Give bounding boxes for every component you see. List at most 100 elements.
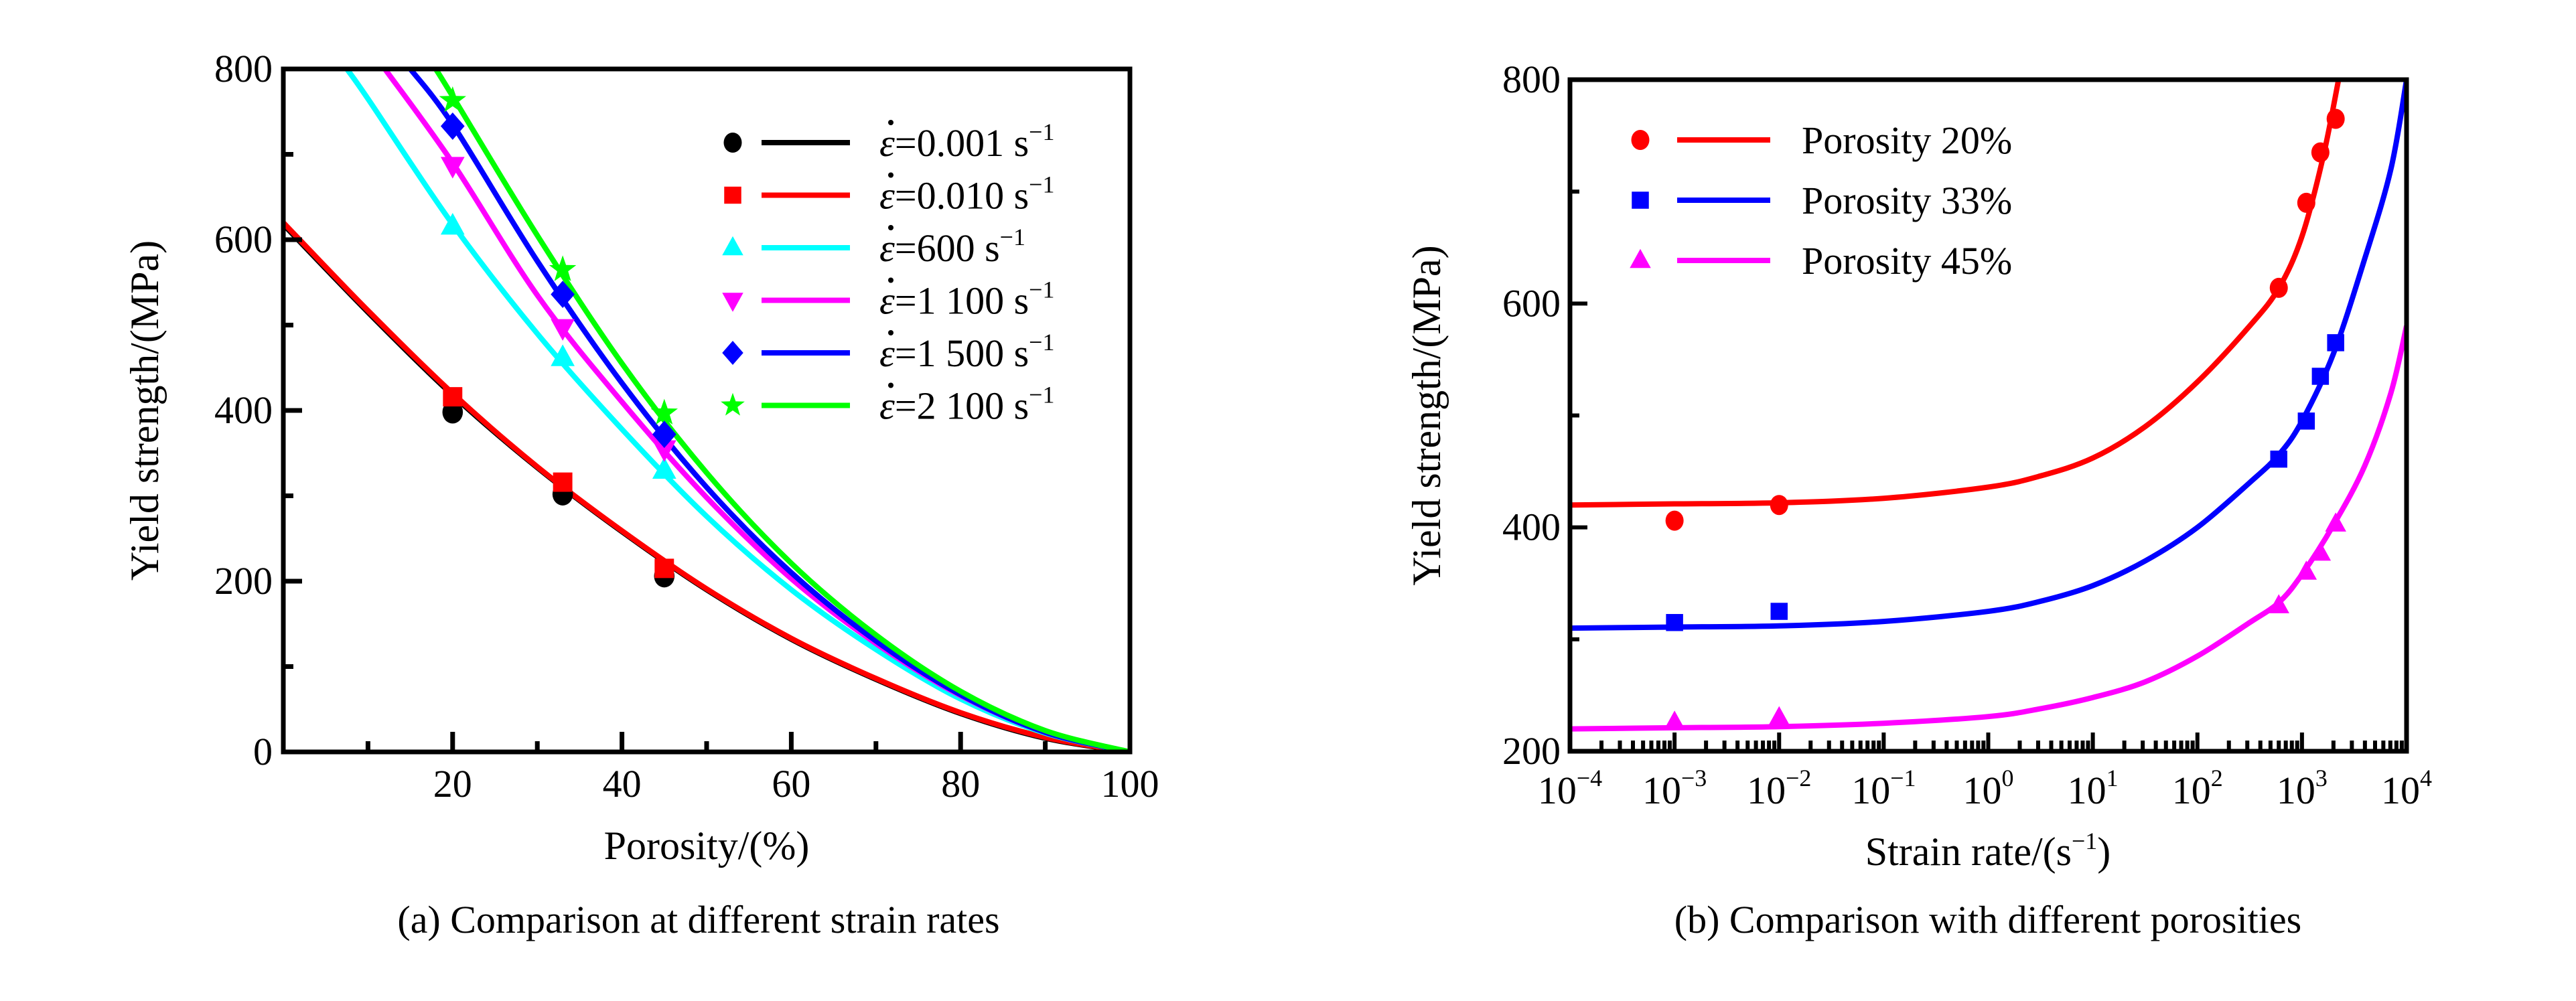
legend-marker <box>1630 248 1651 268</box>
x-axis-label-suffix: ) <box>2097 830 2110 874</box>
legend-item: ε=1 500 s−1 <box>722 329 1054 375</box>
tick-base: 10 <box>1963 769 2002 812</box>
data-point-series-0-1 <box>1770 495 1788 516</box>
data-point-series-0-0 <box>1665 510 1684 531</box>
legend-label: Porosity 33% <box>1802 179 2012 222</box>
y-axis-label: Yield strength/(MPa) <box>1405 245 1449 585</box>
tick-exponent: −4 <box>1577 765 1602 791</box>
data-point-series-4-2 <box>652 420 676 449</box>
legend-superscript: −1 <box>1029 382 1054 408</box>
legend-value: =1 500 s <box>895 331 1029 375</box>
legend-item: Porosity 33% <box>1632 179 2012 222</box>
legend-marker <box>1631 130 1650 150</box>
legend-item: ε=600 s−1 <box>722 224 1025 270</box>
legend-marker <box>723 133 742 153</box>
axis-tick-labels: 20 40 60 80 100 0 200 400 600 800 <box>214 47 1159 805</box>
legend-value: =1 100 s <box>895 279 1029 323</box>
x-axis-label-superscript: −1 <box>2072 828 2097 854</box>
legend-label: ε=1 100 s−1 <box>879 277 1054 323</box>
x-tick-label: 20 <box>433 762 472 805</box>
legend-item: ε=2 100 s−1 <box>721 382 1054 428</box>
data-point-series-5-0 <box>439 86 467 112</box>
legend-label: ε=1 500 s−1 <box>879 329 1054 375</box>
y-tick-label: 800 <box>214 47 273 90</box>
y-tick-label: 400 <box>214 388 273 432</box>
panel-a-porosity-chart: 20 40 60 80 100 0 200 400 600 800 Porosity/(%) Yi… <box>123 47 1159 941</box>
legend-value: =0.001 s <box>895 121 1029 165</box>
data-point-series-2-4 <box>2309 541 2332 561</box>
legend-marker <box>722 236 743 256</box>
y-axis-label: Yield strength/(MPa) <box>123 240 167 581</box>
legend-epsilon: ε <box>879 226 895 270</box>
panel-caption: (b) Comparison with different porosities <box>1674 898 2301 941</box>
x-axis-label-text: Strain rate/(s <box>1865 830 2072 874</box>
y-tick-label: 600 <box>214 218 273 261</box>
legend-label: Porosity 45% <box>1802 239 2012 283</box>
data-point-series-1-1 <box>1770 603 1788 620</box>
epsilon-dot-icon <box>888 172 893 178</box>
x-tick-label: 100 <box>1101 762 1159 805</box>
data-point-series-0-4 <box>2311 142 2330 163</box>
legend-value: =600 s <box>895 226 1000 270</box>
x-tick-label: 80 <box>941 762 980 805</box>
legend-label: ε=2 100 s−1 <box>879 382 1054 428</box>
y-tick-label: 0 <box>253 730 273 773</box>
data-point-series-1-0 <box>443 387 463 407</box>
legend-marker <box>721 392 745 416</box>
legend-marker <box>722 341 743 365</box>
legend-marker <box>724 186 741 204</box>
legend-superscript: −1 <box>1000 224 1025 250</box>
x-axis-label: Strain rate/(s−1) <box>1865 828 2111 874</box>
x-tick-label: 60 <box>772 762 810 805</box>
legend-superscript: −1 <box>1029 171 1054 198</box>
x-tick-label: 103 <box>2277 765 2328 812</box>
axis-ticks <box>1568 78 2409 753</box>
tick-exponent: −2 <box>1786 765 1811 791</box>
legend-epsilon: ε <box>879 279 895 323</box>
tick-exponent: 4 <box>2420 765 2432 791</box>
series-curve-1 <box>283 220 1130 752</box>
tick-exponent: 0 <box>2002 765 2014 791</box>
tick-base: 10 <box>1747 769 1786 812</box>
y-tick-label: 800 <box>1502 58 1561 101</box>
tick-base: 10 <box>2277 769 2315 812</box>
x-tick-label: 102 <box>2172 765 2223 812</box>
data-point-series-1-2 <box>654 558 674 579</box>
data-point-series-1-0 <box>1666 614 1683 631</box>
legend-epsilon: ε <box>879 384 895 428</box>
tick-exponent: −1 <box>1890 765 1916 791</box>
legend-item: Porosity 20% <box>1631 119 2012 162</box>
y-tick-label: 200 <box>214 559 273 603</box>
panel-b-strain-rate-chart: 10−4 10−3 10−2 10−1 100 101 102 103 104200400600… <box>1405 58 2432 941</box>
x-tick-label: 101 <box>2068 765 2119 812</box>
data-point-series-1-2 <box>2270 450 2287 468</box>
data-point-series-4-0 <box>440 112 465 140</box>
legend-label: ε=600 s−1 <box>879 224 1025 270</box>
tick-exponent: 3 <box>2315 765 2328 791</box>
data-point-series-0-2 <box>2269 277 2288 298</box>
data-point-series-0-5 <box>2326 108 2345 129</box>
epsilon-dot-icon <box>888 277 893 283</box>
data-point-series-2-3 <box>2295 560 2317 580</box>
x-tick-label: 10−4 <box>1538 765 1602 812</box>
tick-base: 10 <box>1538 769 1577 812</box>
legend-value: =2 100 s <box>895 384 1029 428</box>
epsilon-dot-icon <box>888 225 893 230</box>
data-point-series-2-5 <box>2325 512 2346 532</box>
legend-superscript: −1 <box>1029 277 1054 303</box>
data-point-series-5-1 <box>549 255 577 281</box>
y-tick-label: 200 <box>1502 729 1561 773</box>
tick-exponent: 1 <box>2106 765 2119 791</box>
legend-item: ε=0.010 s−1 <box>724 171 1054 218</box>
legend-label: ε=0.010 s−1 <box>879 171 1054 218</box>
tick-exponent: −3 <box>1681 765 1707 791</box>
x-tick-label: 10−2 <box>1747 765 1811 812</box>
data-point-series-1-4 <box>2311 368 2330 385</box>
series-curves <box>1570 80 2407 732</box>
x-tick-label: 10−1 <box>1851 765 1916 812</box>
legend-epsilon: ε <box>879 121 895 165</box>
data-point-series-2-2 <box>652 457 676 479</box>
series-curve-1 <box>1570 80 2407 631</box>
axis-ticks <box>283 66 1133 755</box>
